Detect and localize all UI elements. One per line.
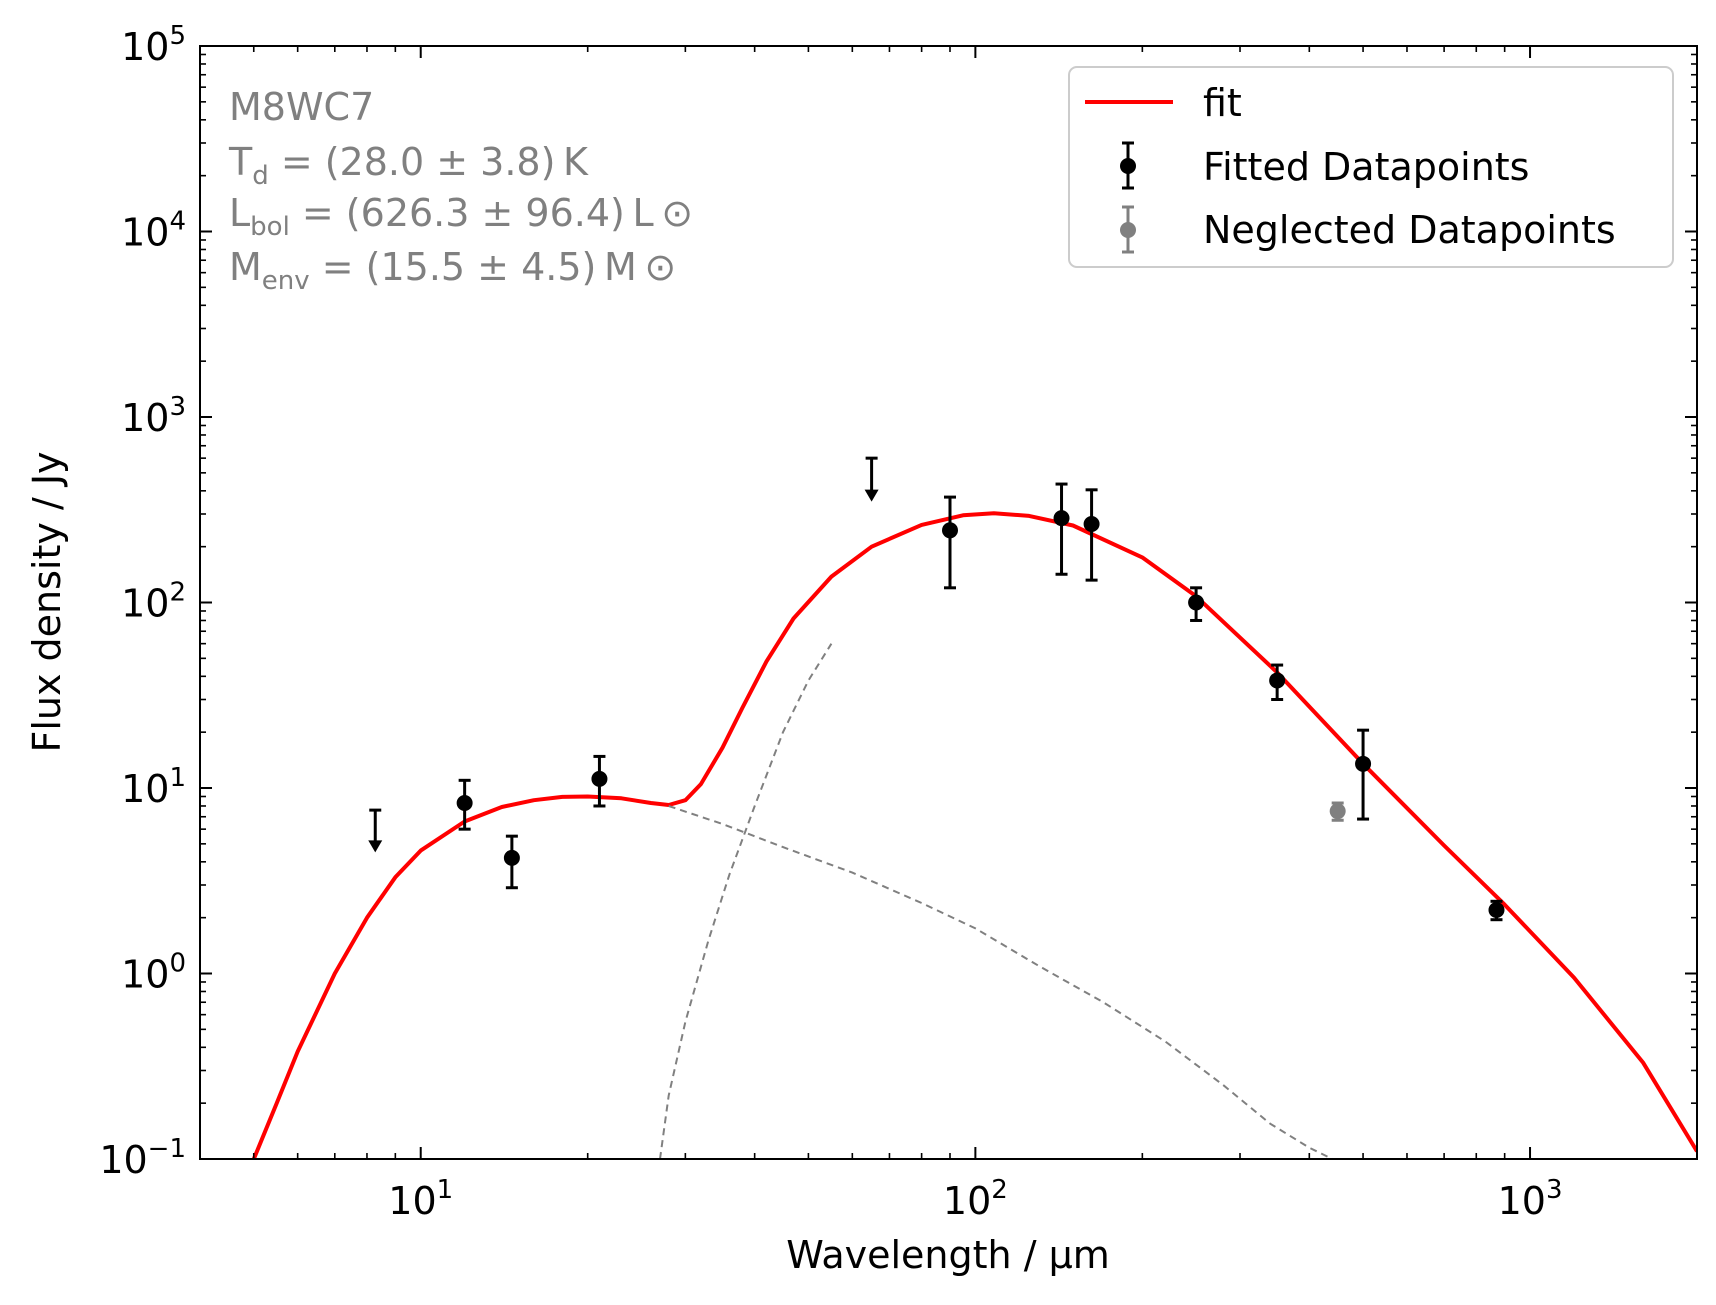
fitted-datapoint-9	[1355, 728, 1372, 821]
annotation-temperature-sub: d	[252, 161, 269, 191]
annotation-luminosity-symbol: L	[229, 191, 250, 235]
legend-neglected-dot	[1120, 222, 1136, 238]
legend: fit Fitted Datapoints Neglected Datapoin…	[1068, 66, 1674, 268]
annotation-temperature-value: = (28.0 ± 3.8) K	[269, 140, 589, 184]
x-tick-exponent: 1	[437, 1175, 454, 1205]
neglected-datapoint-1-marker	[1329, 803, 1346, 820]
fitted-datapoint-7	[1188, 586, 1205, 622]
legend-neglected-marker	[1120, 205, 1136, 254]
fitted-datapoint-5	[1053, 482, 1070, 576]
upper-limit-2	[864, 456, 879, 502]
annotation-temperature-symbol: T	[228, 140, 253, 184]
legend-frame	[1068, 66, 1674, 268]
fitted-datapoint-6	[1083, 488, 1100, 582]
y-tick-base: 10	[121, 767, 169, 811]
upper-limit-1-arrowhead	[368, 840, 383, 853]
x-tick-base: 10	[1498, 1179, 1546, 1223]
y-tick-exponent: −1	[148, 1134, 186, 1164]
fitted-datapoint-3	[591, 754, 608, 808]
y-tick-exponent: 3	[169, 392, 186, 422]
y-tick-base: 10	[121, 211, 169, 255]
fitted-datapoint-4	[941, 495, 958, 590]
y-tick-exponent: 4	[169, 207, 186, 237]
x-tick-exponent: 3	[1546, 1175, 1563, 1205]
y-tick-base: 10	[121, 396, 169, 440]
fitted-datapoint-10	[1488, 899, 1505, 922]
y-tick-exponent: 2	[169, 578, 186, 608]
plot-frame	[199, 45, 1698, 1160]
fitted-datapoint-10-marker	[1488, 901, 1505, 918]
x-tick-base: 10	[943, 1179, 991, 1223]
legend-fit-label: fit	[1203, 81, 1242, 125]
x-axis-label: Wavelength / μm	[786, 1233, 1110, 1277]
legend-fitted-dot	[1120, 158, 1136, 174]
x-tick-label: 102	[943, 1175, 1008, 1223]
legend-fitted-marker	[1120, 141, 1136, 190]
annotation-envelope-mass-value: = (15.5 ± 4.5) M ⊙	[310, 245, 677, 289]
y-tick-base: 10	[121, 25, 169, 69]
legend-fitted-label: Fitted Datapoints	[1203, 145, 1529, 189]
annotation-luminosity-value: = (626.3 ± 96.4) L ⊙	[290, 191, 693, 235]
datapoints	[368, 456, 1505, 922]
y-tick-exponent: 1	[169, 763, 186, 793]
y-tick-label: 100	[121, 949, 186, 997]
y-tick-base: 10	[121, 582, 169, 626]
fitted-datapoint-2-marker	[503, 849, 520, 866]
y-tick-label: 103	[121, 392, 186, 440]
y-tick-label: 105	[121, 21, 186, 69]
annotation-luminosity-sub: bol	[250, 212, 290, 242]
x-tick-label: 103	[1498, 1175, 1563, 1223]
fitted-datapoint-2	[503, 834, 520, 890]
fitted-datapoint-9-marker	[1355, 755, 1372, 772]
annotation-source-name: M8WC7	[229, 85, 374, 129]
x-tick-base: 10	[388, 1179, 436, 1223]
x-tick-exponent: 2	[991, 1175, 1008, 1205]
y-tick-label: 104	[121, 207, 186, 255]
y-tick-base: 10	[99, 1138, 147, 1182]
fitted-datapoint-7-marker	[1188, 594, 1205, 611]
y-tick-label: 102	[121, 578, 186, 626]
annotation-temperature: Td = (28.0 ± 3.8) K	[228, 140, 589, 191]
annotation-envelope-mass-symbol: M	[229, 245, 262, 289]
fitted-datapoint-1	[456, 778, 473, 831]
y-axis-label: Flux density / Jy	[25, 451, 69, 752]
fitted-datapoint-1-marker	[456, 795, 473, 812]
annotation-envelope-mass: Menv = (15.5 ± 4.5) M ⊙	[229, 245, 676, 296]
fitted-datapoint-8-marker	[1269, 672, 1286, 689]
y-tick-label: 10−1	[99, 1134, 186, 1182]
neglected-datapoint-1	[1329, 801, 1346, 822]
legend-neglected-label: Neglected Datapoints	[1203, 208, 1616, 252]
fitted-datapoint-8	[1269, 663, 1286, 701]
fitted-datapoint-3-marker	[591, 770, 608, 787]
y-tick-exponent: 5	[169, 21, 186, 51]
fitted-datapoint-6-marker	[1083, 515, 1100, 532]
cold-component-curve	[659, 643, 833, 1159]
fit-annotation: M8WC7 Td = (28.0 ± 3.8) K Lbol = (626.3 …	[228, 85, 693, 296]
x-tick-label: 101	[388, 1175, 453, 1223]
upper-limit-2-arrowhead	[864, 489, 879, 502]
y-tick-base: 10	[121, 953, 169, 997]
upper-limit-1	[368, 808, 383, 853]
fitted-datapoint-5-marker	[1053, 510, 1070, 527]
y-tick-label: 101	[121, 763, 186, 811]
warm-component-curve	[668, 805, 1333, 1159]
fitted-datapoint-4-marker	[941, 522, 958, 539]
y-tick-exponent: 0	[169, 949, 186, 979]
annotation-luminosity: Lbol = (626.3 ± 96.4) L ⊙	[229, 191, 693, 242]
annotation-envelope-mass-sub: env	[262, 266, 310, 296]
